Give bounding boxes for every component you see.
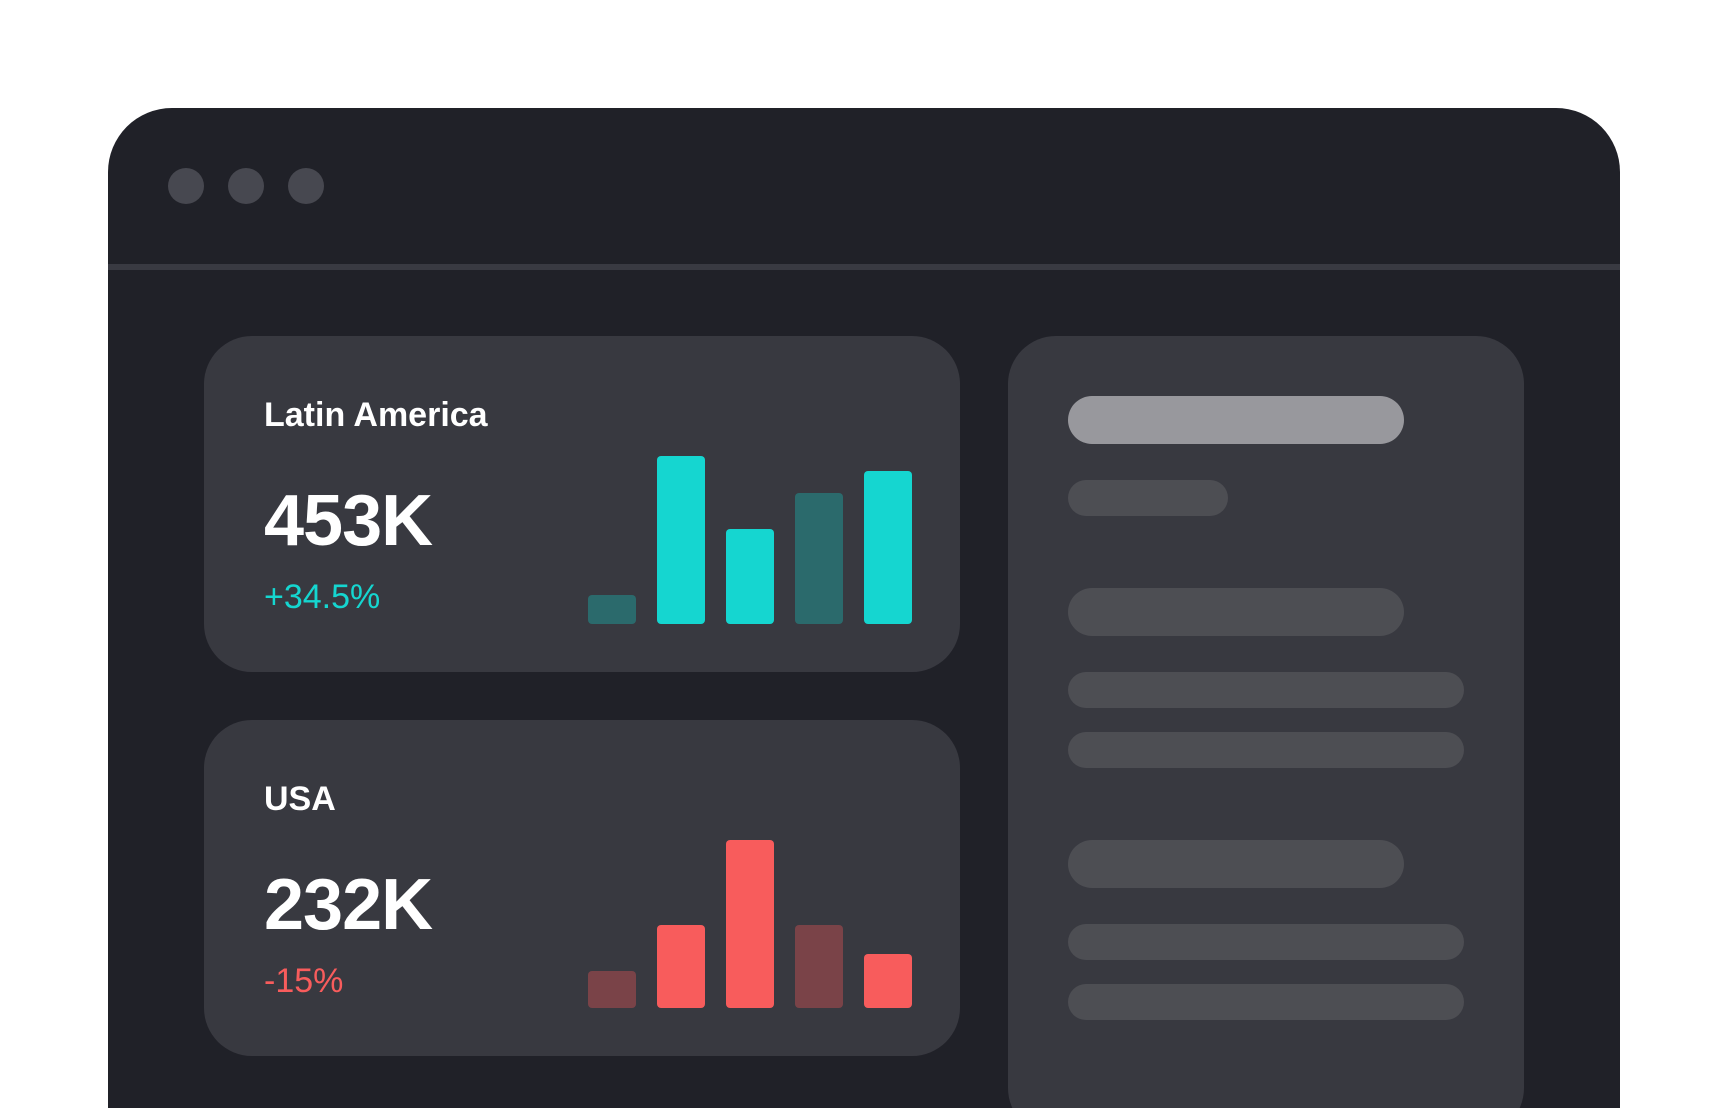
chart-bar — [588, 595, 636, 624]
skeleton-line — [1068, 672, 1464, 708]
skeleton-heading — [1068, 588, 1404, 636]
mini-bar-chart — [588, 456, 912, 624]
skeleton-line — [1068, 924, 1464, 960]
window-minimize-button[interactable] — [228, 168, 264, 204]
chart-bar — [657, 456, 705, 624]
skeleton-line — [1068, 984, 1464, 1020]
region-name: Latin America — [264, 396, 488, 434]
titlebar-divider — [108, 264, 1620, 270]
app-window: Latin America 453K +34.5% USA 232K -15% — [108, 108, 1620, 1108]
window-close-button[interactable] — [168, 168, 204, 204]
mini-bar-chart — [588, 840, 912, 1008]
skeleton-subheading — [1068, 480, 1228, 516]
chart-bar — [795, 493, 843, 624]
region-card-latin-america[interactable]: Latin America 453K +34.5% — [204, 336, 960, 672]
window-maximize-button[interactable] — [288, 168, 324, 204]
change-percentage: -15% — [264, 962, 344, 1000]
chart-bar — [795, 925, 843, 1008]
window-titlebar — [108, 108, 1620, 264]
chart-bar — [864, 954, 912, 1008]
side-panel — [1008, 336, 1524, 1108]
change-percentage: +34.5% — [264, 578, 381, 616]
region-value: 453K — [264, 481, 433, 561]
skeleton-heading — [1068, 840, 1404, 888]
chart-bar — [588, 971, 636, 1008]
chart-bar — [864, 471, 912, 624]
skeleton-heading — [1068, 396, 1404, 444]
chart-bar — [726, 529, 774, 624]
region-card-usa[interactable]: USA 232K -15% — [204, 720, 960, 1056]
region-value: 232K — [264, 865, 433, 945]
skeleton-line — [1068, 732, 1464, 768]
chart-bar — [657, 925, 705, 1008]
chart-bar — [726, 840, 774, 1008]
region-name: USA — [264, 780, 336, 818]
